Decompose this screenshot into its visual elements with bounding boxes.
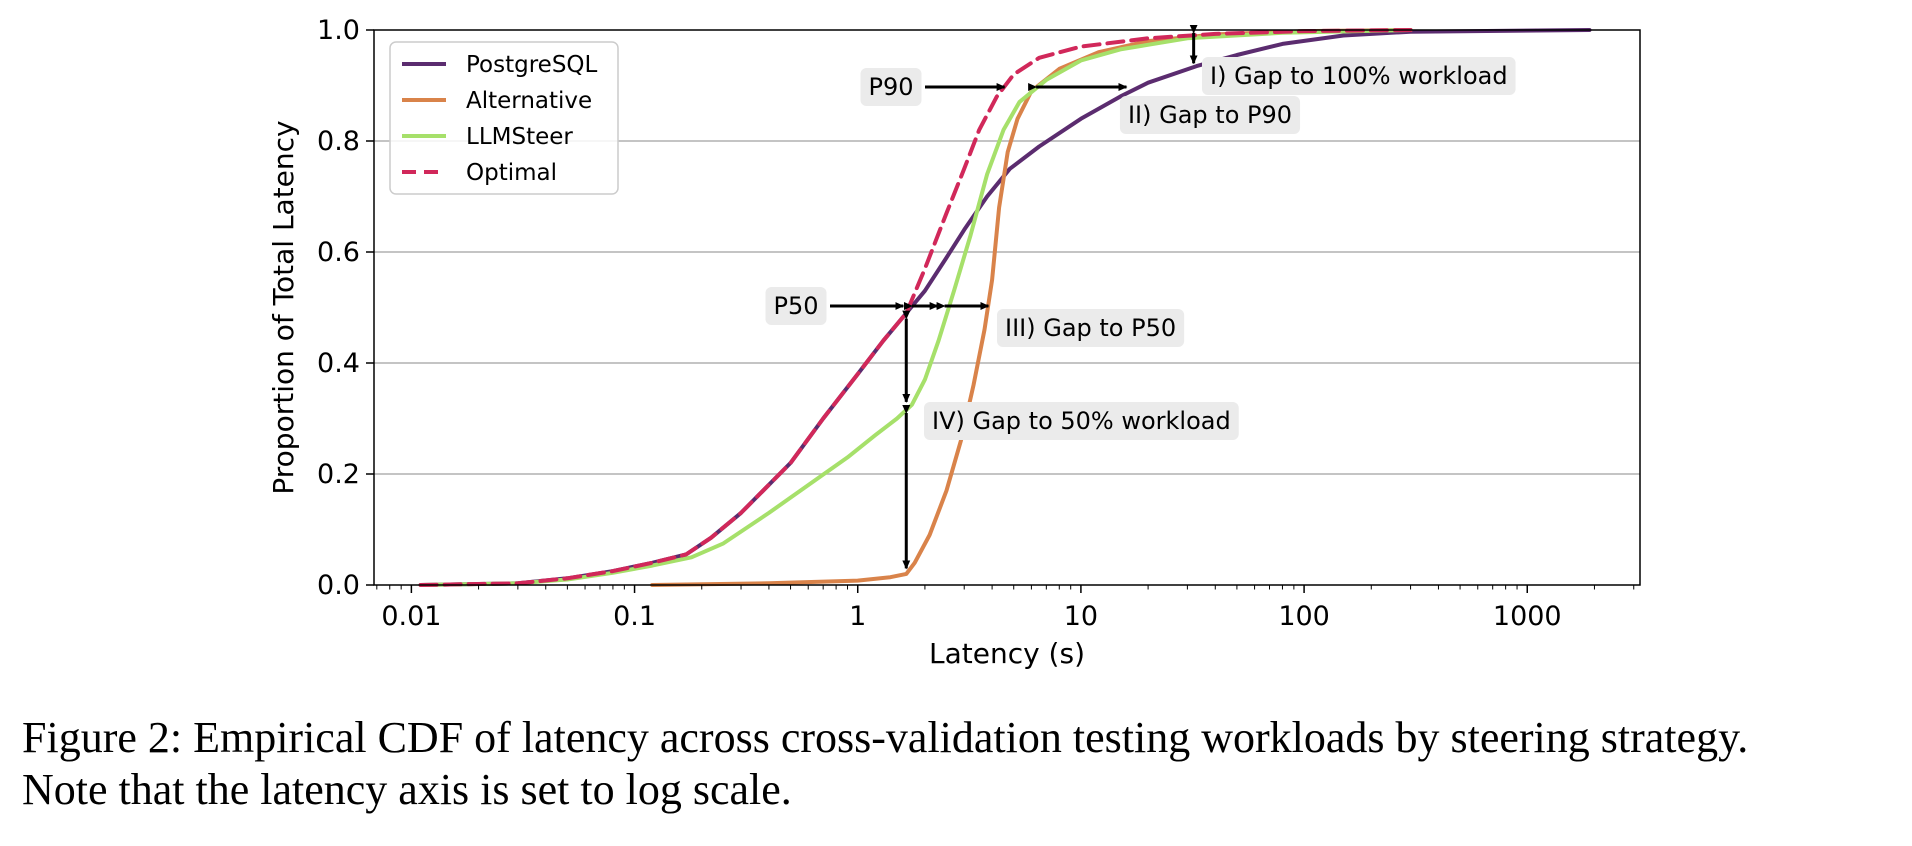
annotation-label: III) Gap to P50	[1005, 314, 1176, 342]
annotation-box	[765, 287, 827, 325]
legend-frame	[389, 41, 619, 195]
y-axis-label: Proportion of Total Latency	[267, 120, 300, 494]
y-tick-label: 0.4	[317, 348, 360, 379]
annotation-gap-100: I) Gap to 100% workload	[1202, 57, 1516, 95]
y-tick-label: 0.8	[317, 126, 360, 157]
x-tick-label: 1	[849, 601, 866, 632]
annotation-box	[1202, 57, 1516, 95]
annotation-gap-p90: II) Gap to P90	[1119, 96, 1301, 134]
legend: PostgreSQL Alternative LLMSteer Optimal	[389, 41, 619, 195]
annotation-box	[860, 68, 922, 106]
figure-caption: Figure 2: Empirical CDF of latency acros…	[22, 712, 1902, 816]
annotation-label: I) Gap to 100% workload	[1210, 62, 1508, 90]
series-line-optimal	[418, 28, 1413, 587]
x-tick-label: 1000	[1493, 601, 1562, 632]
series-line-llmsteer	[418, 28, 1413, 587]
annotations: P90 II) Gap to P90 I) Gap to 100% workload…	[765, 24, 1516, 570]
x-tick-label: 0.01	[381, 601, 441, 632]
annotation-label: IV) Gap to 50% workload	[932, 407, 1231, 435]
annotation-gap-50: IV) Gap to 50% workload	[924, 402, 1239, 440]
x-tick-label: 10	[1064, 601, 1098, 632]
y-tick-label: 0.0	[317, 570, 360, 601]
annotation-box	[997, 309, 1185, 347]
legend-label-llmsteer: LLMSteer	[466, 124, 573, 150]
x-axis-label: Latency (s)	[929, 637, 1085, 670]
y-tick-label: 1.0	[317, 15, 360, 46]
annotation-box	[924, 402, 1239, 440]
caption-line-1: Figure 2: Empirical CDF of latency acros…	[22, 713, 1749, 762]
y-tick-label: 0.6	[317, 237, 360, 268]
annotation-p90: P90	[860, 68, 922, 106]
caption-line-2: Note that the latency axis is set to log…	[22, 765, 792, 814]
annotation-p50: P50	[765, 287, 827, 325]
y-tick-label: 0.2	[317, 459, 360, 490]
legend-label-postgresql: PostgreSQL	[466, 52, 598, 78]
annotation-gap-p50: III) Gap to P50	[997, 309, 1185, 347]
annotation-box	[1119, 96, 1301, 134]
annotation-label: P90	[868, 73, 913, 101]
legend-label-alternative: Alternative	[466, 88, 592, 114]
legend-label-optimal: Optimal	[466, 160, 557, 186]
x-tick-label: 0.1	[613, 601, 656, 632]
x-tick-label: 100	[1278, 601, 1330, 632]
annotation-label: II) Gap to P90	[1128, 101, 1292, 129]
plot-frame	[373, 29, 1641, 586]
axis-ticks: 0.0 0.2 0.4 0.6 0.8 1.0 0.01 0.1 1 10 100 1000	[317, 15, 1635, 632]
annotation-label: P50	[773, 292, 818, 320]
